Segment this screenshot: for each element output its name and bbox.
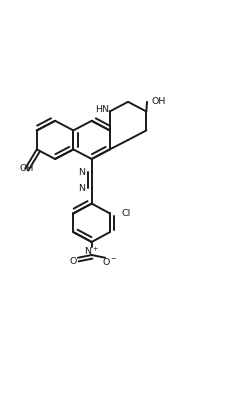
Text: N: N bbox=[78, 168, 85, 177]
Text: N$^+$: N$^+$ bbox=[84, 246, 99, 258]
Text: HN: HN bbox=[94, 105, 108, 114]
Text: Cl: Cl bbox=[121, 209, 131, 218]
Text: OH: OH bbox=[151, 98, 165, 106]
Text: O: O bbox=[69, 257, 77, 266]
Text: O$^-$: O$^-$ bbox=[101, 256, 117, 267]
Text: OH: OH bbox=[19, 164, 34, 173]
Text: N: N bbox=[78, 184, 85, 193]
